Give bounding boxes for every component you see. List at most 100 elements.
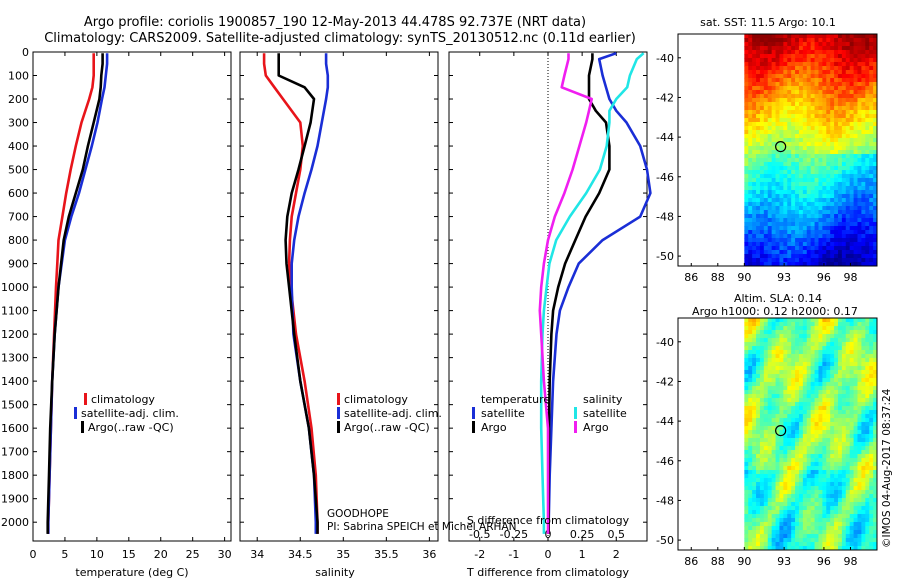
map-cell (853, 70, 858, 75)
map-cell (861, 46, 866, 51)
map-cell (818, 490, 823, 495)
map-cell (826, 538, 831, 543)
map-cell (845, 474, 851, 479)
map-cell (822, 142, 827, 147)
map-cell (853, 118, 858, 123)
map-cell (775, 166, 780, 171)
map-cell (791, 86, 796, 91)
map-cell (767, 450, 773, 455)
map-cell (845, 510, 851, 515)
map-cell (775, 542, 780, 547)
map-cell (822, 542, 827, 547)
map-cell (779, 206, 784, 211)
map-cell (849, 394, 854, 399)
map-cell (802, 106, 808, 111)
map-cell (763, 106, 769, 111)
map-cell (756, 474, 761, 479)
map-cell (861, 498, 866, 503)
map-cell (806, 202, 812, 207)
map-cell (830, 446, 835, 451)
map-cell (818, 486, 823, 491)
map-cell (810, 490, 815, 495)
map-cell (783, 182, 788, 187)
map-cell (837, 318, 843, 323)
map-cell (845, 74, 851, 79)
map-cell (861, 154, 866, 159)
map-cell (787, 418, 792, 423)
map-cell (861, 510, 866, 515)
map-cell (791, 42, 796, 47)
map-cell (806, 470, 812, 475)
map-cell (759, 206, 765, 211)
map-cell (787, 138, 792, 143)
map-cell (822, 518, 827, 523)
map-cell (744, 362, 749, 367)
map-cell (795, 214, 800, 219)
map-cell (775, 78, 780, 83)
map-cell (756, 506, 761, 511)
map-cell (759, 354, 765, 359)
map-cell (775, 322, 780, 327)
map-cell (822, 210, 827, 215)
map-cell (857, 498, 862, 503)
map-cell (841, 194, 847, 199)
map-cell (818, 238, 823, 243)
map-cell (802, 206, 808, 211)
map-cell (837, 50, 843, 55)
map-cell (744, 190, 749, 195)
map-cell (826, 214, 831, 219)
map-cell (783, 542, 788, 547)
map-cell (857, 538, 862, 543)
map-cell (771, 234, 776, 239)
map-cell (763, 194, 769, 199)
map-cell (771, 118, 776, 123)
map-cell (802, 526, 808, 531)
map-cell (748, 518, 753, 523)
map-cell (853, 410, 858, 415)
map-cell (845, 358, 851, 363)
map-cell (849, 74, 854, 79)
map-cell (869, 474, 874, 479)
map-cell (783, 86, 788, 91)
map-cell (752, 510, 757, 515)
map-cell (756, 322, 761, 327)
map-cell (744, 202, 749, 207)
map-cell (767, 322, 773, 327)
x-tick-label: 35.5 (374, 548, 399, 561)
map-cell (775, 74, 780, 79)
map-cell (752, 142, 757, 147)
map-cell (837, 146, 843, 151)
map-cell (810, 370, 815, 375)
map-cell (787, 258, 792, 263)
map-cell (826, 158, 831, 163)
map-cell (756, 502, 761, 507)
lat-tick-label: -48 (656, 494, 674, 507)
map-cell (841, 74, 847, 79)
map-cell (798, 402, 804, 407)
map-cell (802, 326, 808, 331)
map-cell (771, 482, 776, 487)
map-cell (822, 86, 827, 91)
map-cell (857, 238, 862, 243)
map-cell (787, 150, 792, 155)
map-cell (798, 42, 804, 47)
map-cell (841, 418, 847, 423)
map-cell (822, 154, 827, 159)
map-cell (798, 170, 804, 175)
map-cell (744, 74, 749, 79)
map-cell (873, 258, 878, 263)
map-cell (818, 378, 823, 383)
map-cell (806, 518, 812, 523)
map-cell (756, 202, 761, 207)
map-cell (861, 442, 866, 447)
map-cell (798, 198, 804, 203)
map-cell (767, 402, 773, 407)
map-cell (865, 146, 870, 151)
map-cell (822, 494, 827, 499)
map-cell (845, 418, 851, 423)
depth-tick-label: 1900 (1, 493, 29, 506)
map-cell (763, 138, 769, 143)
map-cell (787, 482, 792, 487)
map-cell (791, 322, 796, 327)
map-cell (787, 354, 792, 359)
